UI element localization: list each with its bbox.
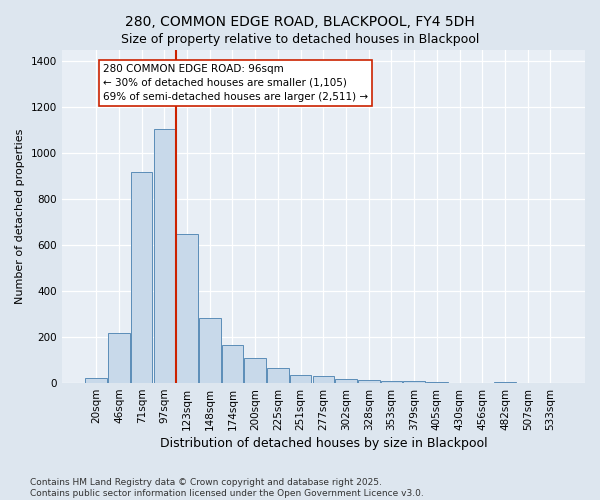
Bar [244, 358, 266, 383]
Bar [131, 172, 152, 383]
Bar [267, 368, 289, 383]
Text: 280, COMMON EDGE ROAD, BLACKPOOL, FY4 5DH: 280, COMMON EDGE ROAD, BLACKPOOL, FY4 5D… [125, 15, 475, 29]
Bar [222, 345, 243, 383]
Text: Contains HM Land Registry data © Crown copyright and database right 2025.
Contai: Contains HM Land Registry data © Crown c… [30, 478, 424, 498]
Bar [335, 379, 357, 383]
Text: Size of property relative to detached houses in Blackpool: Size of property relative to detached ho… [121, 32, 479, 46]
Bar [85, 378, 107, 383]
Bar [380, 381, 402, 383]
Bar [494, 382, 516, 383]
Bar [176, 234, 198, 383]
Bar [358, 380, 380, 383]
Bar [290, 375, 311, 383]
Bar [403, 381, 425, 383]
Y-axis label: Number of detached properties: Number of detached properties [15, 129, 25, 304]
Bar [108, 332, 130, 383]
Bar [154, 129, 175, 383]
Text: 280 COMMON EDGE ROAD: 96sqm
← 30% of detached houses are smaller (1,105)
69% of : 280 COMMON EDGE ROAD: 96sqm ← 30% of det… [103, 64, 368, 102]
Bar [313, 376, 334, 383]
Bar [199, 318, 221, 383]
X-axis label: Distribution of detached houses by size in Blackpool: Distribution of detached houses by size … [160, 437, 487, 450]
Bar [426, 382, 448, 383]
